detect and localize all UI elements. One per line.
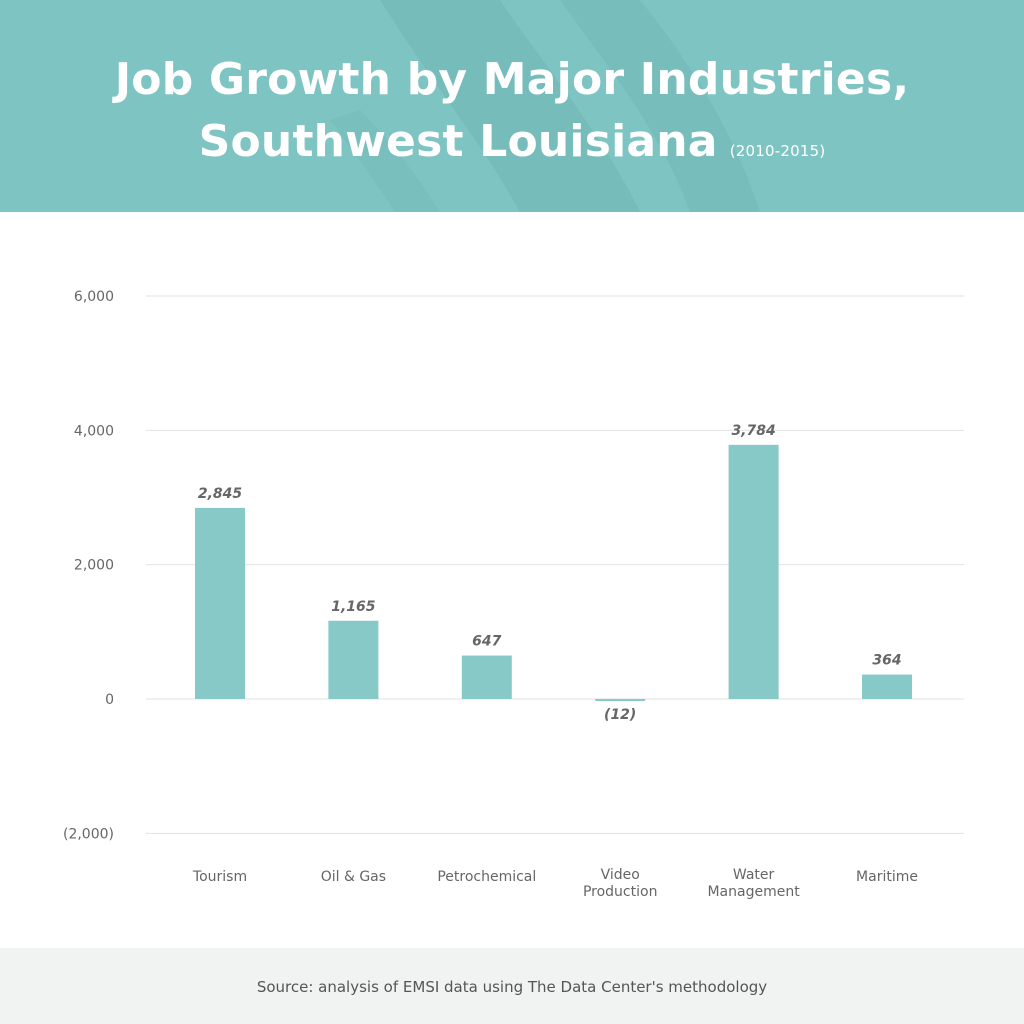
x-tick-label: Production bbox=[583, 884, 657, 900]
bar bbox=[195, 507, 245, 699]
x-tick-label: Tourism bbox=[192, 869, 247, 885]
y-tick-label: 4,000 bbox=[74, 423, 114, 439]
chart-title-years: (2010-2015) bbox=[729, 142, 826, 160]
bar bbox=[461, 655, 512, 699]
x-tick-label: Oil & Gas bbox=[321, 869, 386, 885]
y-tick-label: 6,000 bbox=[74, 289, 114, 305]
chart-title-line1: Job Growth by Major Industries, bbox=[114, 54, 910, 105]
bar-chart: 6,000 4,000 2,000 0 (2,000) 2,845 Tourism 1,165… bbox=[63, 289, 964, 900]
x-tick-label: Video bbox=[601, 867, 640, 883]
data-label: 1,165 bbox=[331, 599, 376, 615]
data-label: 364 bbox=[872, 653, 901, 669]
chart-title-line2: Southwest Louisiana (2010-2015) bbox=[0, 114, 1024, 179]
x-tick-label: Water bbox=[733, 867, 775, 883]
x-tick-label: Petrochemical bbox=[437, 869, 536, 885]
y-tick-label: 0 bbox=[105, 692, 114, 708]
data-label: 647 bbox=[472, 634, 501, 650]
data-label: (12) bbox=[604, 707, 636, 723]
bar bbox=[328, 620, 379, 699]
bar bbox=[728, 444, 779, 699]
x-tick-label: Management bbox=[707, 884, 800, 900]
source-note: Source: analysis of EMSI data using The … bbox=[256, 978, 768, 996]
bar bbox=[595, 699, 646, 701]
data-label: 3,784 bbox=[731, 423, 775, 439]
y-tick-label: 2,000 bbox=[74, 558, 114, 574]
x-tick-label: Maritime bbox=[856, 869, 918, 885]
data-label: 2,845 bbox=[198, 486, 243, 502]
chart-title-main: Southwest Louisiana bbox=[198, 116, 718, 167]
header-banner: Job Growth by Major Industries, Southwes… bbox=[0, 0, 1024, 212]
bar bbox=[862, 674, 912, 699]
y-tick-label: (2,000) bbox=[63, 826, 114, 842]
footer-bar bbox=[0, 948, 1024, 1024]
header-decoration bbox=[330, 0, 760, 212]
